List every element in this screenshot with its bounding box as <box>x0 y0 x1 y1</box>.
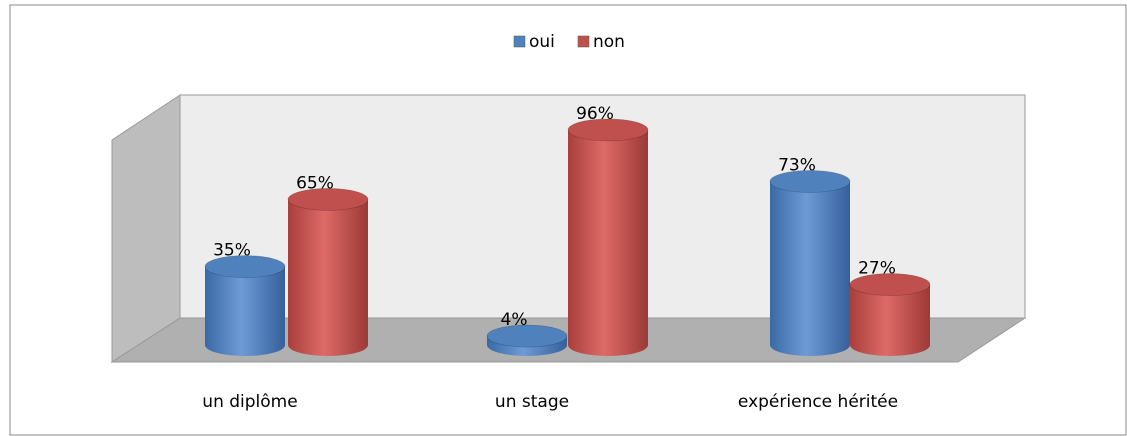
data-label: 73% <box>778 155 816 175</box>
x-tick-label: un stage <box>495 392 569 412</box>
data-label: 96% <box>576 104 614 124</box>
bar-body <box>205 266 285 356</box>
data-label: 65% <box>296 173 334 193</box>
bar-body <box>770 181 850 356</box>
legend-label: oui <box>529 32 555 52</box>
bar <box>287 188 369 356</box>
bar-top <box>567 118 649 142</box>
bar <box>769 170 851 356</box>
data-label: 4% <box>501 310 528 330</box>
side-wall <box>111 94 181 363</box>
bar <box>849 273 931 356</box>
x-tick-label: expérience héritée <box>738 392 898 412</box>
bar <box>567 118 649 356</box>
bar <box>486 324 568 356</box>
bar-top <box>849 273 931 296</box>
legend-label: non <box>593 32 625 52</box>
bar-top <box>204 255 286 278</box>
legend-swatch <box>577 35 590 48</box>
data-label: 27% <box>858 259 896 279</box>
bar-body <box>850 284 930 356</box>
bar-body <box>568 129 648 356</box>
bar-top <box>486 324 568 348</box>
data-label: 35% <box>213 241 251 261</box>
legend-swatch <box>513 35 526 48</box>
x-tick-label: un diplôme <box>202 392 297 412</box>
bar-top <box>769 170 851 193</box>
bar-top <box>287 188 369 211</box>
bar-body <box>288 199 368 356</box>
bar <box>204 255 286 356</box>
